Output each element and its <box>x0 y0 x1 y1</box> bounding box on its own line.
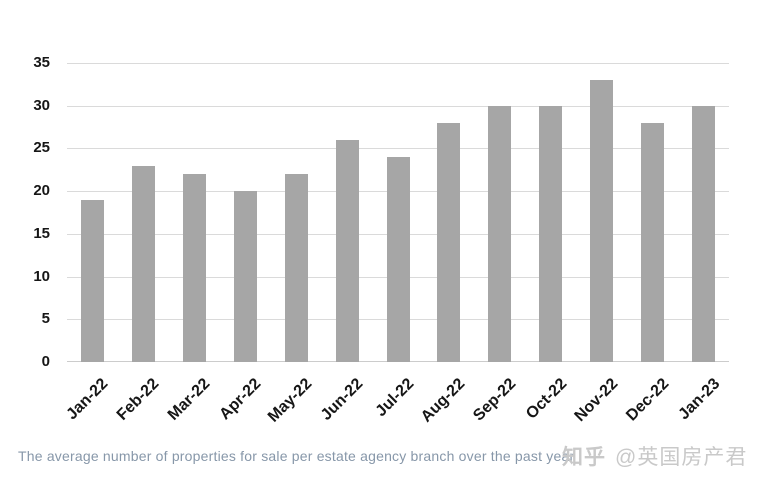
bar-Jan-22 <box>80 199 104 362</box>
gridline <box>67 63 729 64</box>
bar-Mar-22 <box>182 174 206 362</box>
zhihu-logo-text: 知乎 <box>562 446 606 469</box>
gridline <box>67 105 729 107</box>
y-tick-label: 15 <box>33 224 50 242</box>
bar-Aug-22 <box>437 122 461 362</box>
gridline <box>67 148 729 150</box>
y-tick-label: 25 <box>33 139 50 157</box>
x-axis: Jan-22 Feb-22 Mar-22 Apr-22 May-22 Jun-22 Jul-… <box>64 362 729 447</box>
bar-Dec-22 <box>641 122 665 362</box>
watermark: 知乎 @英国房产君 <box>562 441 747 471</box>
bar-Sep-22 <box>488 105 512 362</box>
bar-Jul-22 <box>386 156 410 362</box>
bar-Jan-23 <box>692 105 716 362</box>
chart-caption: The average number of properties for sal… <box>18 448 575 464</box>
watermark-handle: @英国房产君 <box>615 446 748 469</box>
y-tick-label: 10 <box>33 267 50 285</box>
bar-Feb-22 <box>131 165 155 362</box>
plot-area <box>67 63 729 362</box>
bar-Apr-22 <box>233 191 257 362</box>
y-tick-label: 30 <box>33 96 50 114</box>
y-tick-label: 0 <box>41 353 50 370</box>
bar-Nov-22 <box>590 80 614 362</box>
bar-May-22 <box>284 174 308 362</box>
y-tick-label: 35 <box>33 54 50 71</box>
y-axis: 0 5 10 15 20 25 30 35 <box>0 54 50 370</box>
bar-Jun-22 <box>335 139 359 362</box>
y-tick-label: 5 <box>41 310 50 328</box>
y-tick-label: 20 <box>33 182 50 200</box>
bar-Oct-22 <box>539 105 563 362</box>
